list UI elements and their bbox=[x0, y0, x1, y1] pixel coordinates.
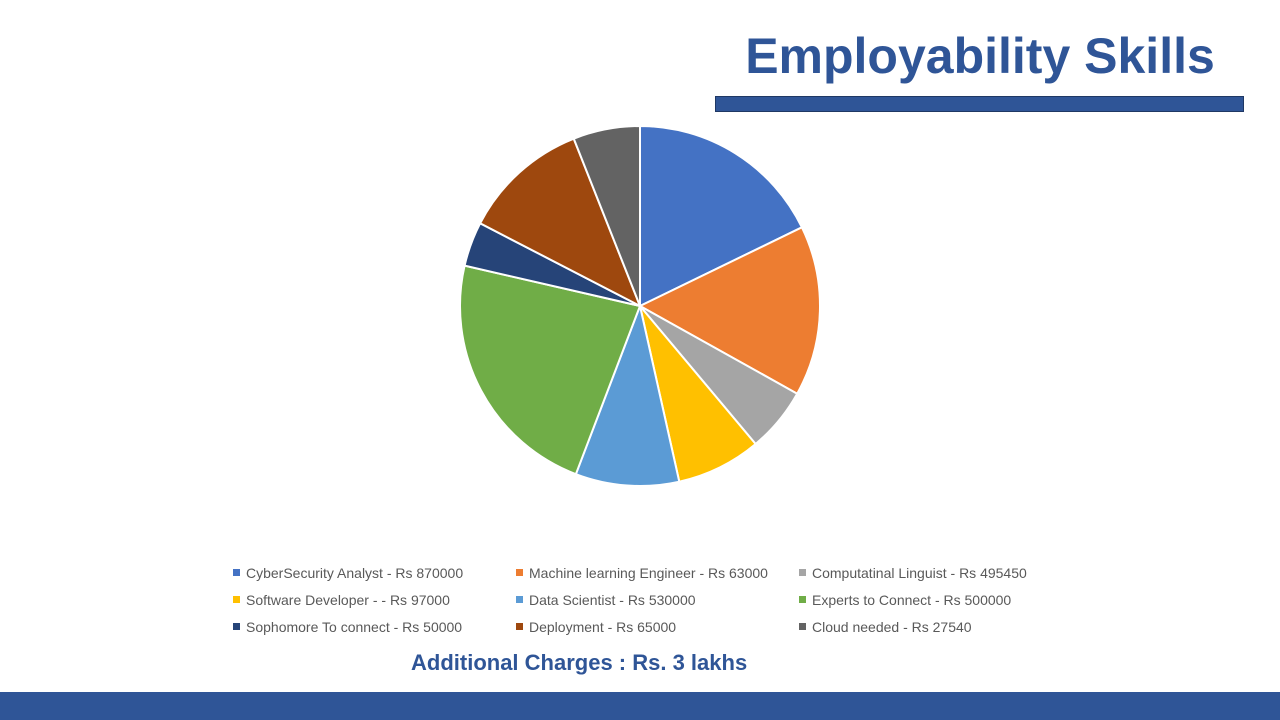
legend-label: Data Scientist - Rs 530000 bbox=[529, 591, 696, 608]
pie-slice-6 bbox=[459, 264, 642, 476]
legend-label: Experts to Connect - Rs 500000 bbox=[812, 591, 1012, 608]
slide-title: Employability Skills bbox=[745, 28, 1215, 84]
legend-item: Cloud needed - Rs 27540 bbox=[799, 613, 1082, 640]
legend-swatch bbox=[799, 623, 806, 630]
legend-item: CyberSecurity Analyst - Rs 870000 bbox=[233, 559, 516, 586]
legend-item: Software Developer - - Rs 97000 bbox=[233, 586, 516, 613]
pie-slice-8 bbox=[478, 137, 642, 309]
legend-item: Experts to Connect - Rs 500000 bbox=[799, 586, 1082, 613]
pie-chart bbox=[459, 124, 821, 487]
additional-charges-note: Additional Charges : Rs. 3 lakhs bbox=[411, 650, 748, 675]
footer-bar bbox=[0, 692, 1280, 720]
legend-swatch bbox=[233, 569, 240, 576]
legend-item: Data Scientist - Rs 530000 bbox=[516, 586, 799, 613]
legend-item: Computatinal Linguist - Rs 495450 bbox=[799, 559, 1082, 586]
legend-item: Machine learning Engineer - Rs 63000 bbox=[516, 559, 799, 586]
pie-slice-5 bbox=[574, 302, 681, 487]
legend-label: Software Developer - - Rs 97000 bbox=[246, 591, 450, 608]
legend-swatch bbox=[233, 596, 240, 603]
legend-label: Deployment - Rs 65000 bbox=[529, 618, 677, 635]
legend-label: Machine learning Engineer - Rs 63000 bbox=[529, 564, 768, 581]
chart-legend: CyberSecurity Analyst - Rs 870000 Machine… bbox=[233, 559, 1093, 640]
pie-slice-2 bbox=[637, 225, 821, 396]
pie-slice-1 bbox=[639, 124, 804, 308]
pie-slice-9 bbox=[572, 124, 641, 307]
legend-label: Sophomore To connect - Rs 50000 bbox=[246, 618, 463, 635]
legend-swatch bbox=[516, 569, 523, 576]
legend-item: Sophomore To connect - Rs 50000 bbox=[233, 613, 516, 640]
legend-item: Deployment - Rs 65000 bbox=[516, 613, 799, 640]
legend-label: Cloud needed - Rs 27540 bbox=[812, 618, 972, 635]
title-underline-bar bbox=[715, 96, 1244, 112]
legend-swatch bbox=[516, 623, 523, 630]
legend-label: CyberSecurity Analyst - Rs 870000 bbox=[246, 564, 464, 581]
legend-swatch bbox=[516, 596, 523, 603]
legend-swatch bbox=[799, 596, 806, 603]
legend-label: Computatinal Linguist - Rs 495450 bbox=[812, 564, 1027, 581]
legend-swatch bbox=[233, 623, 240, 630]
legend-swatch bbox=[799, 569, 806, 576]
